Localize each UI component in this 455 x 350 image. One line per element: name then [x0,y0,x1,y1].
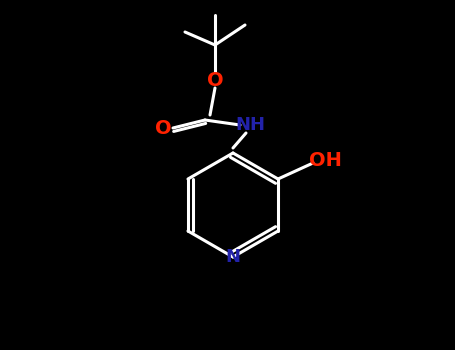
Text: NH: NH [235,116,265,134]
Text: OH: OH [308,152,341,170]
Text: N: N [226,248,241,266]
Text: O: O [207,70,223,90]
Text: O: O [155,119,172,138]
